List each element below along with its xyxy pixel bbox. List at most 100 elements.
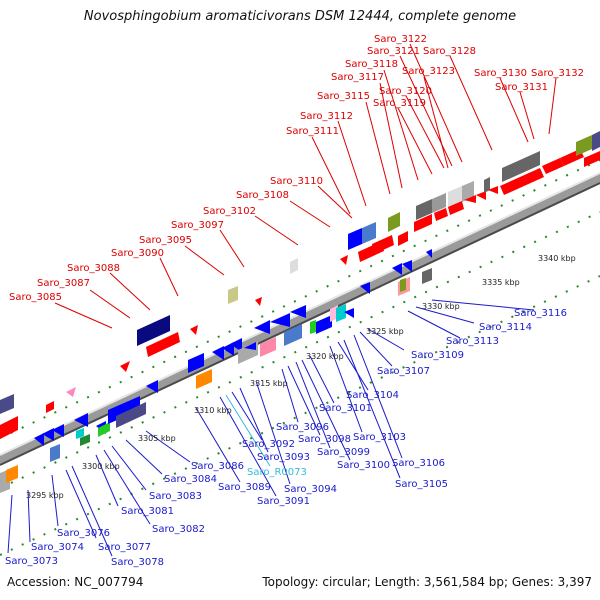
gene-block [348, 228, 362, 250]
gene-label: Saro_3110 [270, 176, 323, 187]
gene-label: Saro_3105 [395, 479, 448, 490]
gene-label: Saro_3122 [374, 34, 427, 45]
gene-arrow [360, 282, 370, 294]
gene-arrow [402, 260, 412, 272]
gene-block [98, 422, 110, 437]
gene-label: Saro_3104 [346, 390, 399, 401]
kbp-label: 3300 kbp [82, 462, 120, 471]
gene-label: Saro_3111 [286, 126, 339, 137]
gene-label: Saro_3089 [218, 482, 271, 493]
gene-label: Saro_3077 [98, 542, 151, 553]
gene-block [80, 434, 90, 446]
gene-label: Saro_3120 [379, 86, 432, 97]
gene-arrow [66, 387, 76, 397]
gene-arrow [344, 308, 354, 318]
gene-label: Saro_3121 [367, 46, 420, 57]
gene-label: Saro_3112 [300, 111, 353, 122]
gene-label: Saro_3094 [284, 484, 337, 495]
gene-label: Saro_3074 [31, 542, 84, 553]
gene-block [576, 135, 592, 156]
gene-label: Saro_3095 [139, 235, 192, 246]
gene-block [6, 465, 18, 483]
gene-arrow [42, 428, 54, 441]
gene-arrow [120, 361, 130, 372]
gene-label: Saro_3097 [171, 220, 224, 231]
kbp-label: 3330 kbp [422, 302, 460, 311]
gene-label: Saro_3090 [111, 248, 164, 259]
gene-label: Saro_3130 [474, 68, 527, 79]
gene-arrow [0, 416, 18, 439]
gene-label: Saro_3085 [9, 292, 62, 303]
gene-label: Saro_3099 [317, 447, 370, 458]
gene-block [336, 304, 346, 322]
gene-label: Saro_3123 [402, 66, 455, 77]
gene-label: Saro_3081 [121, 506, 174, 517]
gene-arrow [434, 208, 448, 221]
upper-tick-track-outer [0, 159, 600, 439]
gene-arrow [212, 346, 224, 360]
gene-arrow [372, 235, 394, 254]
rna-gene-label: Saro_R0073 [247, 467, 307, 478]
gene-label: Saro_3100 [337, 460, 390, 471]
gene-block [290, 258, 298, 274]
gene-arrow [74, 413, 88, 427]
rna-leader-line [225, 394, 271, 467]
gene-label: Saro_3109 [411, 350, 464, 361]
gene-label: Saro_3092 [242, 439, 295, 450]
gene-label: Saro_3108 [236, 190, 289, 201]
gene-block [260, 337, 276, 357]
kbp-label: 3325 kbp [366, 327, 404, 336]
gene-label: Saro_3087 [37, 278, 90, 289]
kbp-scale-labels: 3295 kbp 3300 kbp 3305 kbp 3310 kbp 3315… [26, 254, 576, 500]
forward-leader-lines [54, 43, 557, 329]
gene-block [422, 268, 432, 284]
gene-block [116, 402, 146, 428]
gene-label: Saro_3073 [5, 556, 58, 567]
gene-arrow [500, 168, 544, 195]
gene-block [310, 320, 316, 334]
gene-label: Saro_3078 [111, 557, 164, 568]
kbp-label: 3305 kbp [138, 434, 176, 443]
forward-genes [0, 131, 600, 439]
gene-label: Saro_3128 [423, 46, 476, 57]
reverse-gene-labels: Saro_3073 Saro_3074 Saro_3076 Saro_3077 … [5, 308, 567, 568]
gene-label: Saro_3107 [377, 366, 430, 377]
gene-arrow [448, 201, 464, 215]
gene-label: Saro_3096 [276, 422, 329, 433]
gene-block [432, 193, 446, 213]
gene-label: Saro_3101 [319, 403, 372, 414]
gene-arrow [244, 342, 256, 350]
gene-label: Saro_3116 [514, 308, 567, 319]
gene-label: Saro_3093 [257, 452, 310, 463]
gene-label: Saro_3088 [67, 263, 120, 274]
gene-block [484, 177, 490, 193]
gene-arrow [146, 332, 180, 357]
kbp-label: 3335 kbp [482, 278, 520, 287]
gene-label: Saro_3106 [392, 458, 445, 469]
gene-label: Saro_3098 [298, 434, 351, 445]
gene-label: Saro_3076 [57, 528, 110, 539]
gene-arrow [290, 305, 306, 318]
gene-label: Saro_3115 [317, 91, 370, 102]
gene-arrow [46, 401, 54, 413]
gene-arrow [584, 151, 600, 167]
gene-arrow [464, 195, 476, 203]
gene-label: Saro_3084 [164, 474, 217, 485]
gene-label: Saro_3082 [152, 524, 205, 535]
kbp-label: 3310 kbp [194, 406, 232, 415]
gene-block [388, 212, 400, 232]
gene-label: Saro_3118 [345, 59, 398, 70]
kbp-label: 3295 kbp [26, 491, 64, 500]
gene-arrow [340, 255, 348, 265]
figure-title: Novosphingobium aromaticivorans DSM 1244… [83, 9, 517, 24]
gene-arrow [316, 315, 332, 334]
gene-arrow [426, 249, 432, 258]
reverse-leader-lines [7, 299, 535, 557]
gene-label: Saro_3131 [495, 82, 548, 93]
gene-label: Saro_3132 [531, 68, 584, 79]
gene-arrow [190, 325, 198, 335]
kbp-label: 3320 kbp [306, 352, 344, 361]
gene-arrow [488, 186, 498, 194]
gene-arrow [254, 320, 270, 334]
